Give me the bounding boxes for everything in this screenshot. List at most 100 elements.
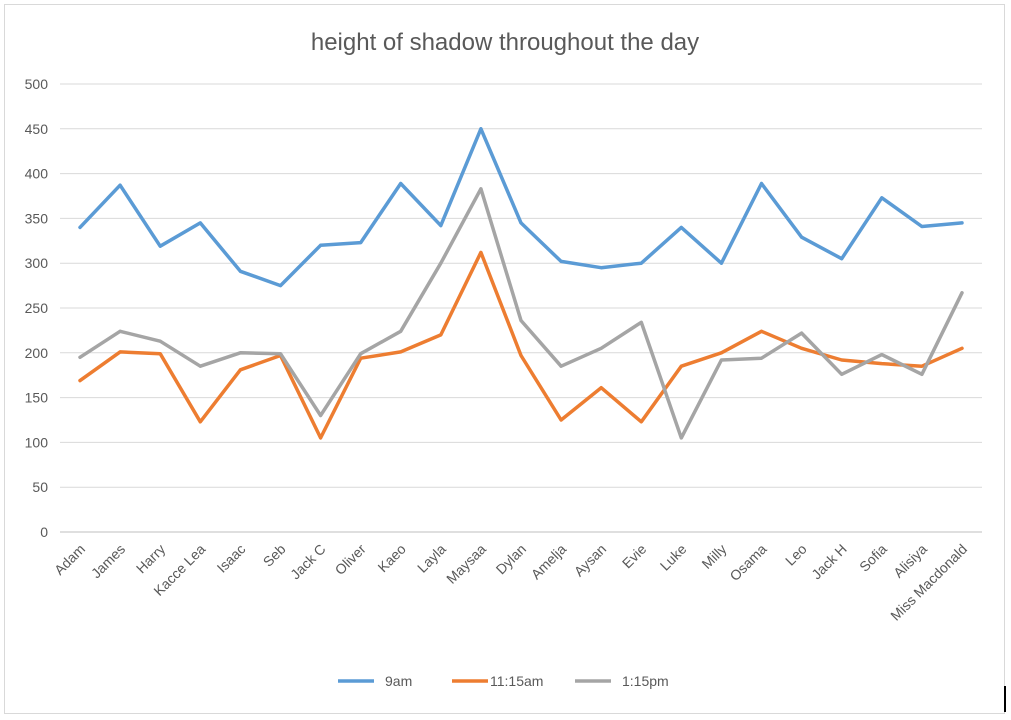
data-point — [559, 364, 563, 368]
data-point — [920, 372, 924, 376]
data-point — [679, 225, 683, 229]
y-tick-label: 150 — [25, 390, 49, 406]
data-point — [118, 183, 122, 187]
data-point — [198, 420, 202, 424]
data-point — [559, 418, 563, 422]
data-point — [519, 353, 523, 357]
data-point — [439, 333, 443, 337]
x-tick-label: Isaac — [214, 541, 249, 576]
data-point — [840, 358, 844, 362]
x-tick-label: James — [88, 541, 128, 581]
data-point — [78, 355, 82, 359]
data-point — [679, 436, 683, 440]
data-point — [760, 329, 764, 333]
data-point — [599, 346, 603, 350]
y-tick-label: 200 — [25, 345, 49, 361]
x-tick-label: Seb — [260, 541, 289, 570]
y-tick-label: 250 — [25, 300, 49, 316]
data-point — [800, 346, 804, 350]
data-point — [158, 339, 162, 343]
data-point — [519, 319, 523, 323]
x-tick-label: Sofia — [856, 541, 890, 575]
text-cursor — [1004, 686, 1006, 712]
y-tick-label: 500 — [25, 76, 49, 92]
data-point — [198, 364, 202, 368]
x-tick-label: Aysan — [571, 541, 610, 580]
data-point — [719, 261, 723, 265]
series-2 — [78, 187, 964, 440]
data-point — [399, 329, 403, 333]
y-axis-labels: 0 50 100 150 200 250 300 350 400 450 500 — [25, 76, 49, 540]
data-point — [78, 379, 82, 383]
x-tick-label: Maysaa — [443, 541, 489, 587]
data-point — [760, 356, 764, 360]
data-point — [599, 386, 603, 390]
legend-item: 11:15am — [452, 673, 543, 689]
x-tick-label: Oliver — [332, 541, 369, 578]
x-tick-label: Luke — [657, 541, 690, 574]
x-tick-label: Milly — [698, 541, 729, 572]
data-point — [519, 221, 523, 225]
data-point — [639, 420, 643, 424]
data-point — [118, 350, 122, 354]
data-point — [800, 331, 804, 335]
data-point — [238, 351, 242, 355]
data-point — [198, 221, 202, 225]
data-point — [479, 250, 483, 254]
data-point — [840, 372, 844, 376]
data-point — [78, 225, 82, 229]
data-point — [399, 350, 403, 354]
chart-title: height of shadow throughout the day — [311, 29, 699, 56]
data-point — [158, 244, 162, 248]
x-tick-label: Amelja — [528, 541, 570, 583]
x-tick-label: Jack H — [808, 541, 850, 583]
gridlines — [60, 83, 982, 533]
series-1 — [78, 250, 964, 440]
data-point — [439, 224, 443, 228]
x-tick-label: Kaeo — [374, 541, 409, 576]
x-tick-label: Layla — [414, 541, 449, 576]
data-point — [238, 269, 242, 273]
data-point — [800, 235, 804, 239]
series-line — [78, 250, 964, 440]
data-point — [118, 329, 122, 333]
data-point — [760, 181, 764, 185]
data-point — [679, 364, 683, 368]
data-point — [960, 346, 964, 350]
legend-label: 9am — [385, 673, 412, 689]
data-point — [319, 436, 323, 440]
series-line — [78, 127, 964, 288]
series-lines — [78, 127, 964, 440]
data-point — [399, 181, 403, 185]
data-point — [479, 187, 483, 191]
x-tick-label: Jack C — [287, 541, 329, 583]
data-point — [920, 364, 924, 368]
y-tick-label: 300 — [25, 255, 49, 271]
data-point — [319, 414, 323, 418]
data-point — [639, 261, 643, 265]
data-point — [840, 257, 844, 261]
data-point — [960, 291, 964, 295]
y-tick-label: 350 — [25, 210, 49, 226]
data-point — [439, 261, 443, 265]
data-point — [639, 320, 643, 324]
series-0 — [78, 127, 964, 288]
y-tick-label: 400 — [25, 166, 49, 182]
data-point — [599, 266, 603, 270]
x-tick-label: Harry — [133, 541, 169, 577]
data-point — [278, 284, 282, 288]
data-point — [559, 259, 563, 263]
data-point — [719, 351, 723, 355]
y-tick-label: 450 — [25, 121, 49, 137]
x-tick-label: Evie — [619, 541, 650, 572]
x-tick-label: Leo — [782, 541, 810, 569]
x-tick-label: Adam — [51, 541, 88, 578]
data-point — [359, 241, 363, 245]
data-point — [880, 362, 884, 366]
data-point — [719, 358, 723, 362]
data-point — [880, 353, 884, 357]
legend-item: 1:15pm — [575, 673, 669, 689]
data-point — [238, 368, 242, 372]
series-line — [78, 187, 964, 440]
